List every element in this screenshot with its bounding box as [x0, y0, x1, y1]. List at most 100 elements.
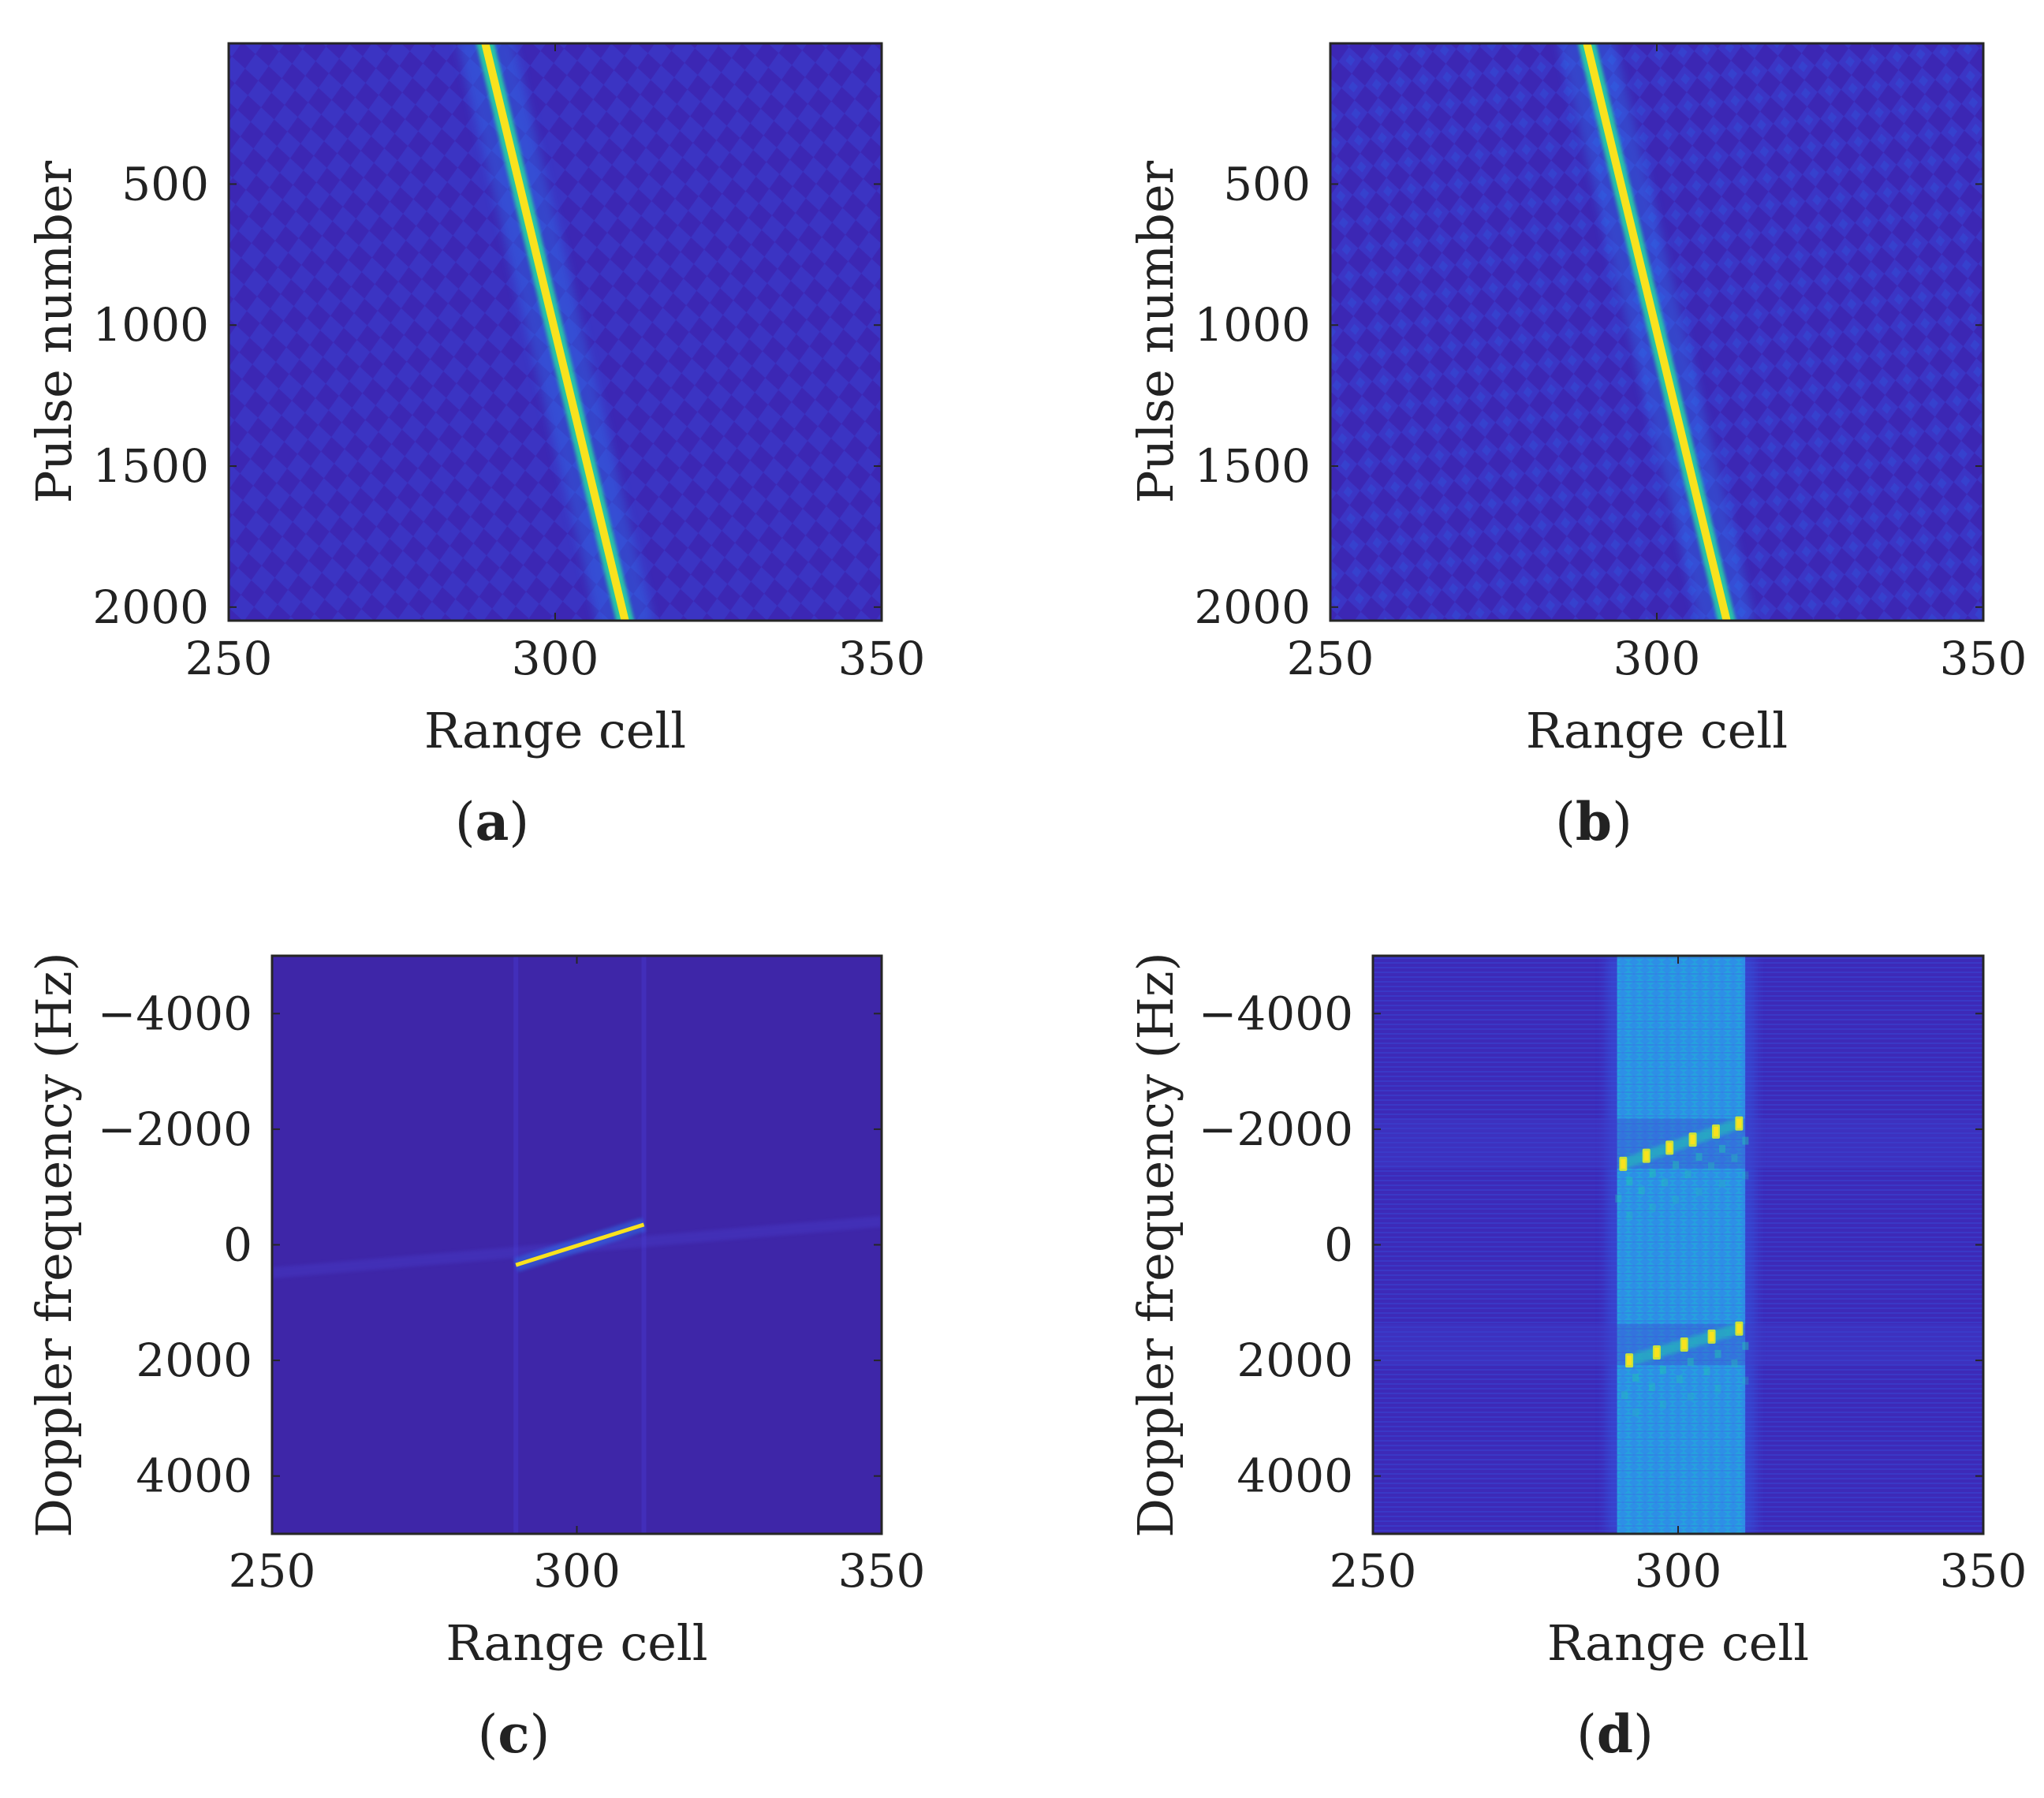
panel-label-part: )	[1633, 1704, 1654, 1765]
speckle	[1714, 1349, 1721, 1358]
speckle	[1742, 1171, 1749, 1180]
speckle	[1659, 1366, 1666, 1375]
speckle	[1621, 1391, 1628, 1400]
speckle	[1695, 1188, 1703, 1196]
speckle	[1718, 1179, 1725, 1188]
y-tick-label: 1500	[1194, 439, 1311, 493]
speckle	[1638, 1186, 1645, 1195]
x-tick-label: 300	[512, 632, 599, 685]
speckle	[1687, 1392, 1694, 1401]
speckle	[1649, 1169, 1656, 1177]
peak-point-core	[1736, 1118, 1742, 1128]
panel-label-part: c	[498, 1703, 529, 1765]
y-tick-label: 2000	[92, 580, 209, 634]
panel-label-part: )	[530, 1704, 550, 1765]
x-tick-label: 300	[1635, 1544, 1722, 1598]
x-tick-label: 350	[1940, 632, 2027, 685]
x-tick-label: 350	[1940, 1544, 2027, 1598]
y-tick-label: −4000	[98, 987, 252, 1040]
y-tick-label: 2000	[1236, 1334, 1353, 1387]
panel-label: (b)	[1555, 791, 1632, 852]
panel-label-part: d	[1597, 1703, 1633, 1765]
speckle	[1718, 1144, 1725, 1153]
plot-area	[1330, 43, 1983, 621]
x-tick-label: 250	[229, 1544, 316, 1598]
speckle	[1742, 1136, 1749, 1145]
speckle	[1649, 1203, 1656, 1212]
panel-d: 250 300 350 −4000 −2000 0 2000 4000 Range cell Do…	[1127, 952, 2027, 1765]
speckle	[1673, 1196, 1680, 1204]
panel-label-part: )	[1612, 792, 1632, 852]
speckle	[1703, 1367, 1710, 1375]
x-tick-label: 250	[1287, 632, 1374, 685]
panel-label-part: b	[1576, 791, 1612, 852]
x-axis-label: Range cell	[1547, 1614, 1809, 1672]
y-tick-label: 2000	[136, 1334, 252, 1387]
peak-point-core	[1621, 1158, 1626, 1169]
x-axis-label: Range cell	[424, 702, 686, 759]
panel-label-part: (	[1555, 792, 1576, 852]
x-tick-label: 250	[185, 632, 273, 685]
speckle	[1742, 1376, 1749, 1385]
speckle	[1742, 1341, 1749, 1350]
panel-label-part: )	[509, 792, 529, 852]
speckle	[1687, 1357, 1694, 1366]
y-tick-label: 4000	[136, 1449, 252, 1503]
x-tick-label: 350	[838, 1544, 926, 1598]
range-migration-track	[1583, 43, 1731, 621]
focused-line	[515, 1222, 645, 1267]
speckle	[1676, 1375, 1683, 1383]
y-axis-label: Pulse number	[1127, 160, 1184, 503]
plot-area	[272, 956, 882, 1534]
panel-label: (c)	[478, 1703, 550, 1765]
y-tick-label: 500	[1223, 157, 1311, 211]
plot-area	[229, 43, 882, 621]
speckle	[1662, 1178, 1669, 1187]
y-tick-label: 0	[223, 1218, 252, 1272]
peak-point-core	[1736, 1323, 1742, 1334]
x-tick-label: 300	[533, 1544, 621, 1598]
panel-label: (d)	[1576, 1703, 1654, 1765]
y-tick-label: 1000	[1194, 298, 1311, 352]
speckle	[1707, 1162, 1714, 1170]
peak-point-core	[1654, 1348, 1659, 1358]
speckle	[1632, 1374, 1639, 1382]
panel-label-part: (	[478, 1704, 498, 1765]
panel-label-part: (	[455, 792, 476, 852]
x-axis-label: Range cell	[446, 1614, 707, 1672]
speckle	[1731, 1359, 1738, 1367]
x-tick-label: 300	[1613, 632, 1701, 685]
speckle	[1695, 1153, 1703, 1162]
y-tick-label: −2000	[98, 1102, 252, 1156]
y-tick-label: −2000	[1199, 1102, 1353, 1156]
y-tick-label: 500	[121, 157, 209, 211]
panel-label-part: a	[476, 791, 509, 852]
peak-point-core	[1667, 1143, 1673, 1153]
peak-point-core	[1690, 1135, 1695, 1145]
speckle	[1648, 1383, 1655, 1392]
peak-point-core	[1627, 1356, 1632, 1366]
y-tick-label: 1500	[92, 439, 209, 493]
speckle	[1684, 1170, 1692, 1179]
y-tick-label: 0	[1324, 1218, 1353, 1272]
peak-point-core	[1643, 1151, 1649, 1161]
speckle	[1615, 1194, 1622, 1203]
panel-label-part: (	[1576, 1704, 1597, 1765]
y-tick-label: 2000	[1194, 580, 1311, 634]
vertical-sidelobe-left	[513, 956, 519, 1534]
x-tick-label: 250	[1330, 1544, 1417, 1598]
speckle	[1673, 1161, 1680, 1169]
y-tick-label: 4000	[1236, 1449, 1353, 1503]
speckle	[1714, 1384, 1721, 1393]
y-axis-label: Doppler frequency (Hz)	[25, 952, 83, 1537]
panel-c: 250 300 350 −4000 −2000 0 2000 4000 Range cell Do…	[25, 952, 925, 1765]
speckle	[1659, 1401, 1666, 1409]
panel-label: (a)	[455, 791, 529, 852]
peak-point-core	[1713, 1126, 1718, 1136]
speckle	[1626, 1211, 1633, 1220]
y-tick-label: −4000	[1199, 987, 1353, 1040]
smeared-band	[1617, 956, 1746, 1534]
y-axis-label: Doppler frequency (Hz)	[1127, 952, 1184, 1537]
speckle	[1731, 1154, 1738, 1162]
